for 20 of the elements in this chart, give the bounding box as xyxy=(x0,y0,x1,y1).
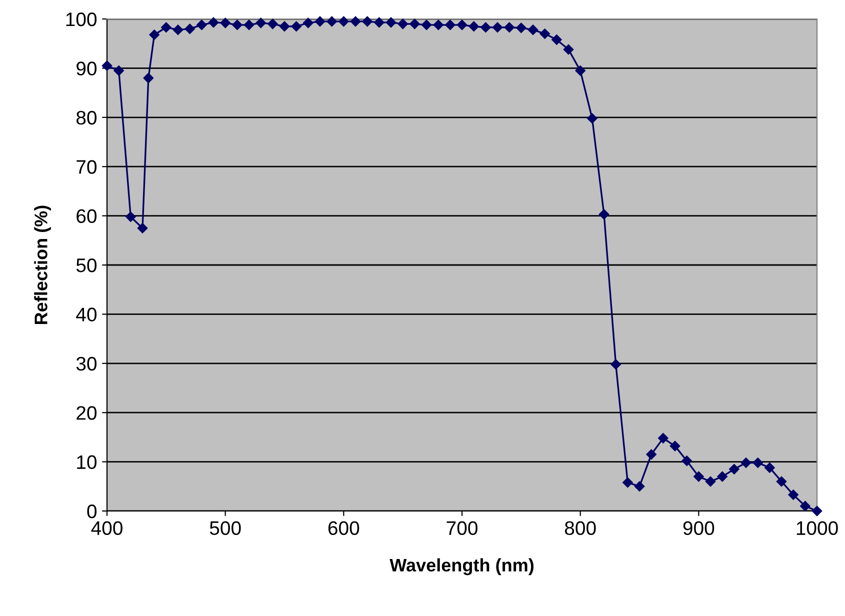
y-tick-label: 20 xyxy=(76,406,97,420)
y-tick-label: 10 xyxy=(77,455,97,470)
y-axis-title: Reflection (%) xyxy=(34,206,51,324)
x-axis-title: Wavelength (nm) xyxy=(390,558,534,576)
y-tick-label: 80 xyxy=(76,110,97,125)
x-tick-label: 800 xyxy=(564,521,596,536)
y-tick-label: 70 xyxy=(76,160,97,174)
x-tick-label: 400 xyxy=(91,521,122,536)
x-tick-label: 600 xyxy=(328,521,360,536)
y-tick-label: 90 xyxy=(76,62,97,76)
x-tick-label: 1000 xyxy=(796,521,838,536)
y-tick-label: 60 xyxy=(76,209,97,224)
y-tick-label: 100 xyxy=(66,12,97,26)
y-tick-label: 30 xyxy=(76,356,97,371)
y-tick-label: 50 xyxy=(76,258,97,272)
y-tick-label: 40 xyxy=(76,308,97,322)
x-tick-label: 900 xyxy=(683,521,714,536)
x-tick-label: 700 xyxy=(446,521,478,536)
y-tick-label: 0 xyxy=(87,504,97,518)
x-tick-label: 500 xyxy=(210,521,241,536)
